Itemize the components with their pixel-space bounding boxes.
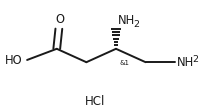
- Text: NH: NH: [118, 14, 135, 27]
- Text: HO: HO: [5, 54, 23, 67]
- Text: 2: 2: [193, 55, 199, 64]
- Text: 2: 2: [133, 20, 139, 29]
- Text: O: O: [55, 13, 64, 26]
- Text: HCl: HCl: [85, 94, 105, 107]
- Text: NH: NH: [177, 55, 195, 68]
- Text: &1: &1: [119, 59, 129, 65]
